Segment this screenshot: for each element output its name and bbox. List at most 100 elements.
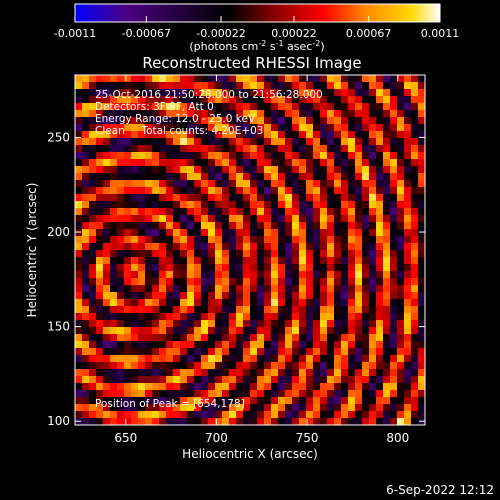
heatmap-cell [271,306,279,314]
heatmap-cell [278,229,286,237]
heatmap-cell [124,75,132,83]
y-tick-label: 200 [47,225,70,239]
heatmap-cell [82,257,90,265]
heatmap-cell [152,369,160,377]
heatmap-cell [243,194,251,202]
heatmap-cell [397,355,405,363]
heatmap-cell [271,159,279,167]
heatmap-cell [376,341,384,349]
heatmap-cell [285,222,293,230]
heatmap-cell [250,306,258,314]
heatmap-cell [110,194,118,202]
heatmap-cell [222,264,230,272]
heatmap-cell [397,208,405,216]
heatmap-cell [411,327,419,335]
heatmap-cell [194,89,202,97]
heatmap-cell [320,215,328,223]
heatmap-cell [138,208,146,216]
heatmap-cell [138,138,146,146]
heatmap-cell [355,313,363,321]
heatmap-cell [362,159,370,167]
heatmap-cell [159,89,167,97]
heatmap-cell [124,306,132,314]
heatmap-cell [271,103,279,111]
heatmap-cell [390,201,398,209]
heatmap-cell [376,96,384,104]
heatmap-cell [376,173,384,181]
heatmap-cell [397,124,405,132]
heatmap-cell [166,327,174,335]
heatmap-cell [180,376,188,384]
heatmap-cell [131,299,139,307]
heatmap-cell [369,376,377,384]
heatmap-cell [152,299,160,307]
heatmap-cell [187,96,195,104]
heatmap-cell [145,75,153,83]
heatmap-cell [82,145,90,153]
heatmap-cell [229,117,237,125]
heatmap-cell [299,145,307,153]
heatmap-cell [397,117,405,125]
heatmap-cell [390,404,398,412]
heatmap-cell [320,264,328,272]
heatmap-cell [411,404,419,412]
heatmap-cell [82,271,90,279]
heatmap-cell [208,236,216,244]
heatmap-cell [257,173,265,181]
heatmap-cell [75,180,83,188]
heatmap-cell [131,152,139,160]
heatmap-cell [117,285,125,293]
heatmap-cell [208,334,216,342]
heatmap-cell [117,278,125,286]
heatmap-cell [383,383,391,391]
heatmap-cell [138,306,146,314]
heatmap-cell [327,124,335,132]
heatmap-cell [243,397,251,405]
heatmap-cell [82,243,90,251]
heatmap-cell [299,215,307,223]
heatmap-cell [138,264,146,272]
heatmap-cell [229,341,237,349]
heatmap-cell [411,306,419,314]
heatmap-cell [131,187,139,195]
heatmap-cell [166,264,174,272]
heatmap-cell [264,229,272,237]
heatmap-cell [362,299,370,307]
heatmap-cell [341,145,349,153]
heatmap-cell [229,187,237,195]
heatmap-cell [82,236,90,244]
heatmap-cell [397,334,405,342]
heatmap-cell [313,299,321,307]
heatmap-cell [145,194,153,202]
heatmap-cell [215,138,223,146]
heatmap-cell [404,243,412,251]
heatmap-cell [313,257,321,265]
heatmap-cell [201,327,209,335]
heatmap-cell [327,327,335,335]
heatmap-cell [173,82,181,90]
heatmap-cell [299,96,307,104]
heatmap-cell [236,362,244,370]
heatmap-cell [222,278,230,286]
heatmap-cell [369,243,377,251]
heatmap-cell [138,313,146,321]
heatmap-cell [159,348,167,356]
heatmap-cell [327,208,335,216]
heatmap-cell [362,208,370,216]
heatmap-cell [243,271,251,279]
heatmap-cell [194,411,202,419]
heatmap-cell [215,362,223,370]
heatmap-cell [397,327,405,335]
heatmap-cell [250,89,258,97]
heatmap-cell [257,390,265,398]
heatmap-cell [383,257,391,265]
heatmap-cell [75,341,83,349]
heatmap-cell [362,229,370,237]
heatmap-cell [194,264,202,272]
heatmap-cell [271,355,279,363]
heatmap-cell [348,75,356,83]
heatmap-cell [194,243,202,251]
heatmap-cell [278,327,286,335]
heatmap-cell [124,110,132,118]
heatmap-cell [257,96,265,104]
